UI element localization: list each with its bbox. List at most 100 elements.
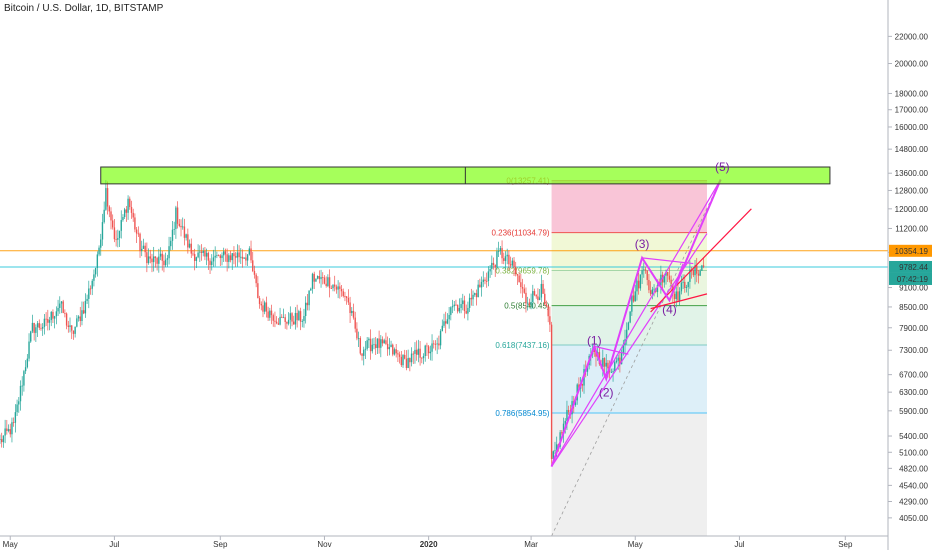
candle-body[interactable]: [544, 293, 546, 305]
candle-body[interactable]: [252, 260, 254, 271]
candle-body[interactable]: [195, 257, 198, 261]
candle-body[interactable]: [463, 300, 466, 312]
candle-body[interactable]: [118, 230, 121, 239]
candle-body[interactable]: [281, 316, 283, 318]
candle-body[interactable]: [217, 255, 220, 257]
candle-body[interactable]: [270, 310, 273, 316]
candle-body[interactable]: [219, 255, 221, 259]
candle-body[interactable]: [299, 311, 302, 322]
candle-body[interactable]: [699, 270, 701, 276]
candle-body[interactable]: [359, 338, 362, 354]
candle-body[interactable]: [180, 225, 182, 228]
candle-body[interactable]: [525, 292, 527, 304]
candle-body[interactable]: [202, 250, 204, 253]
candle-body[interactable]: [532, 291, 534, 302]
candle-body[interactable]: [65, 313, 68, 326]
candle-body[interactable]: [352, 310, 355, 318]
candle-body[interactable]: [84, 300, 87, 314]
candle-body[interactable]: [199, 251, 201, 253]
candle-body[interactable]: [301, 321, 303, 322]
candle-body[interactable]: [151, 258, 153, 263]
candle-body[interactable]: [451, 306, 454, 308]
candle-body[interactable]: [677, 291, 679, 301]
candle-body[interactable]: [279, 316, 281, 325]
candle-body[interactable]: [41, 326, 44, 329]
candle-body[interactable]: [110, 211, 112, 221]
candle-body[interactable]: [549, 316, 551, 325]
candle-body[interactable]: [159, 253, 162, 257]
candle-body[interactable]: [453, 304, 455, 307]
candle-body[interactable]: [182, 226, 184, 228]
candle-body[interactable]: [554, 450, 556, 452]
candle-body[interactable]: [497, 251, 500, 252]
candle-body[interactable]: [474, 293, 476, 295]
candle-body[interactable]: [470, 297, 473, 300]
candle-body[interactable]: [274, 320, 276, 322]
candle-body[interactable]: [567, 409, 570, 413]
elliott-wave-path[interactable]: [550, 179, 722, 467]
candle-body[interactable]: [653, 288, 655, 290]
candle-body[interactable]: [665, 272, 667, 276]
candle-body[interactable]: [1, 439, 3, 443]
candle-body[interactable]: [439, 331, 442, 346]
candle-body[interactable]: [499, 248, 502, 252]
candle-body[interactable]: [581, 384, 584, 386]
candle-body[interactable]: [374, 344, 377, 349]
candle-body[interactable]: [125, 209, 128, 213]
candle-body[interactable]: [0, 439, 1, 440]
candle-body[interactable]: [562, 423, 565, 434]
candle-body[interactable]: [484, 279, 486, 282]
candle-body[interactable]: [238, 252, 240, 258]
candle-body[interactable]: [564, 420, 566, 424]
candle-body[interactable]: [291, 313, 293, 322]
candle-body[interactable]: [11, 422, 13, 435]
candle-body[interactable]: [72, 330, 75, 334]
candle-body[interactable]: [542, 283, 544, 294]
candle-body[interactable]: [685, 287, 688, 288]
candle-body[interactable]: [53, 316, 56, 319]
candle-body[interactable]: [275, 321, 278, 324]
candle-body[interactable]: [308, 290, 310, 306]
candle-body[interactable]: [284, 317, 286, 322]
candle-body[interactable]: [255, 274, 257, 284]
candle-body[interactable]: [327, 277, 329, 286]
candle-body[interactable]: [130, 206, 133, 213]
candle-body[interactable]: [188, 243, 191, 248]
candle-body[interactable]: [35, 327, 37, 333]
candle-body[interactable]: [668, 275, 671, 280]
candle-body[interactable]: [330, 288, 332, 289]
candle-body[interactable]: [282, 317, 285, 319]
candle-body[interactable]: [515, 266, 517, 275]
candle-body[interactable]: [680, 282, 683, 292]
candle-body[interactable]: [96, 254, 99, 268]
candle-body[interactable]: [234, 256, 237, 258]
candle-body[interactable]: [434, 343, 437, 345]
candle-body[interactable]: [50, 311, 52, 321]
candle-body[interactable]: [258, 298, 261, 304]
candle-body[interactable]: [663, 275, 665, 283]
candle-body[interactable]: [696, 265, 698, 274]
candle-body[interactable]: [339, 286, 341, 289]
candle-body[interactable]: [644, 269, 647, 271]
candle-body[interactable]: [132, 212, 134, 218]
candle-body[interactable]: [303, 316, 305, 322]
candle-body[interactable]: [122, 217, 124, 221]
candle-body[interactable]: [637, 280, 640, 289]
candle-body[interactable]: [192, 253, 194, 255]
candle-body[interactable]: [462, 300, 464, 305]
candle-body[interactable]: [193, 254, 196, 261]
candle-body[interactable]: [187, 234, 189, 248]
magenta-trend-line[interactable]: [551, 179, 722, 467]
candle-body[interactable]: [231, 253, 233, 261]
candle-body[interactable]: [561, 432, 563, 434]
candle-body[interactable]: [214, 255, 216, 258]
candle-body[interactable]: [508, 254, 510, 265]
candle-body[interactable]: [335, 286, 338, 290]
candle-body[interactable]: [390, 344, 392, 348]
candle-body[interactable]: [277, 323, 280, 325]
candle-body[interactable]: [373, 344, 375, 346]
candle-body[interactable]: [334, 284, 336, 287]
candle-body[interactable]: [404, 354, 406, 359]
candle-body[interactable]: [378, 338, 380, 348]
